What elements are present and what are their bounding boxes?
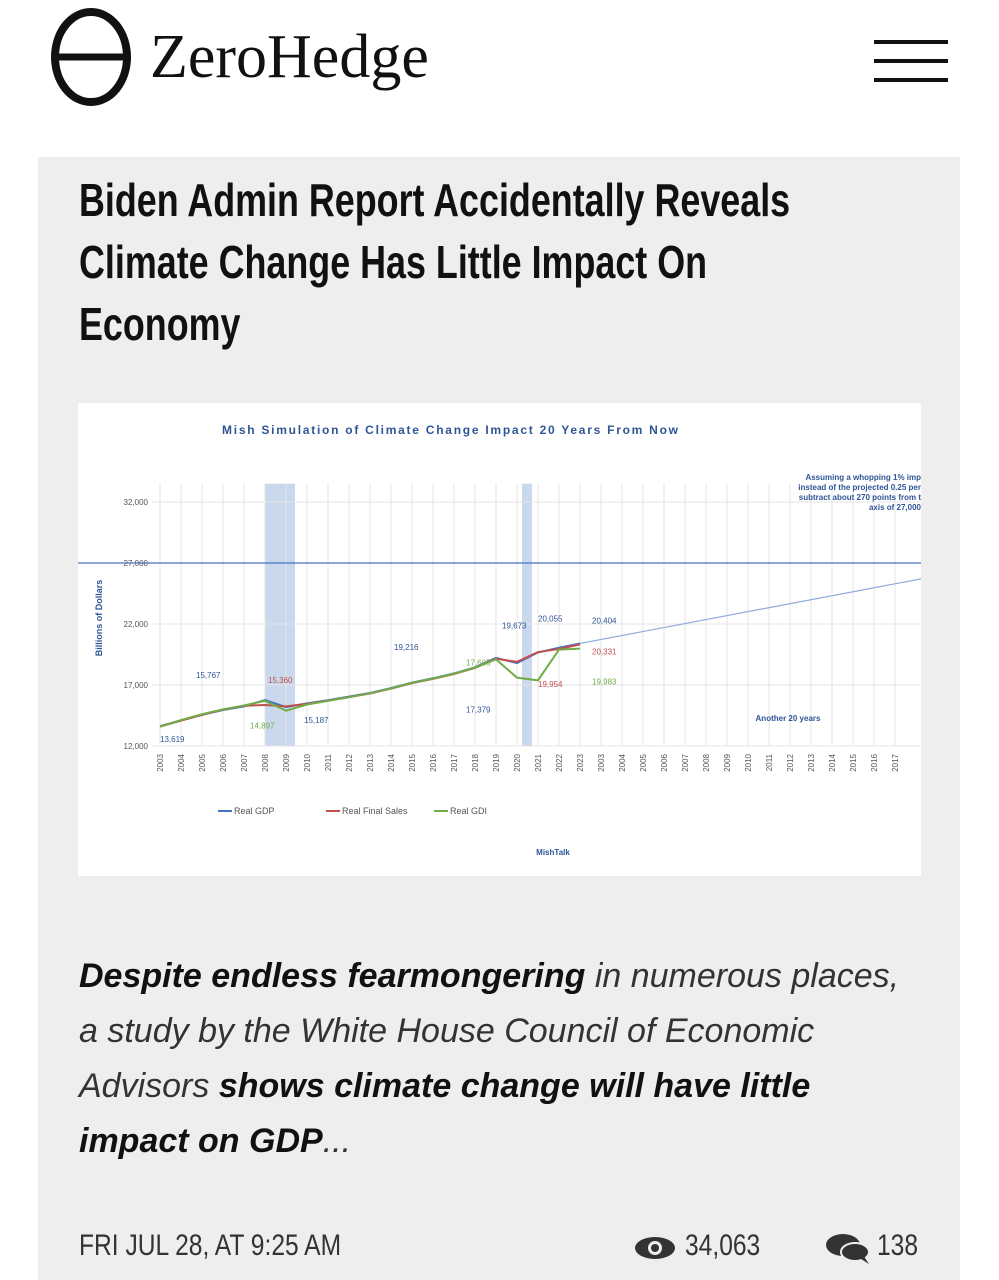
y-tick-label: 22,000 <box>124 620 149 629</box>
data-label: 15,187 <box>304 716 329 725</box>
x-tick-label: 2019 <box>492 753 501 771</box>
data-label: 13,619 <box>160 735 185 744</box>
x-tick-label: 2010 <box>744 753 753 771</box>
y-tick-label: 32,000 <box>124 498 149 507</box>
series-line <box>159 647 581 728</box>
title-line: Biden Admin Report Accidentally Reveals <box>79 174 791 226</box>
x-tick-label: 2007 <box>681 753 690 771</box>
data-label: 17,379 <box>466 705 491 714</box>
x-tick-label: 2013 <box>807 753 816 771</box>
logo-mark[interactable] <box>50 8 132 106</box>
x-tick-label: 2009 <box>282 753 291 771</box>
x-tick-label: 2003 <box>597 753 606 771</box>
annotation: axis of 27,000 <box>869 503 921 512</box>
projection-line <box>579 578 921 645</box>
lede-text: in numerous places, a study by the White… <box>79 957 900 1105</box>
data-label: 19,673 <box>502 621 527 630</box>
recession-band <box>522 483 532 746</box>
comments[interactable]: 138 <box>877 1229 919 1262</box>
x-tick-label: 2006 <box>660 753 669 771</box>
data-label: 19,983 <box>592 678 617 687</box>
x-tick-label: 2015 <box>849 753 858 771</box>
date: FRI JUL 28, AT 9:25 AM <box>79 1229 342 1262</box>
title-line: Climate Change Has Little Impact On <box>79 236 708 288</box>
views: 34,063 <box>685 1229 761 1262</box>
x-tick-label: 2011 <box>324 753 333 771</box>
y-tick-label: 12,000 <box>124 742 149 751</box>
x-tick-label: 2023 <box>576 753 585 771</box>
lede-bold: Despite endless fearmongering <box>79 957 586 995</box>
lede: Despite endless fearmongering in numerou… <box>79 949 919 1169</box>
annotation: subtract about 270 points from t <box>799 493 921 502</box>
x-tick-label: 2007 <box>240 753 249 771</box>
y-axis-label: Billions of Dollars <box>94 580 104 657</box>
x-tick-label: 2016 <box>429 753 438 771</box>
data-label: 15,360 <box>268 676 293 685</box>
annotation: Assuming a whopping 1% imp <box>805 473 921 482</box>
data-label: 19,216 <box>394 643 419 652</box>
x-tick-label: 2017 <box>891 753 900 771</box>
x-tick-label: 2013 <box>366 753 375 771</box>
menu-button[interactable] <box>874 40 948 82</box>
data-label: 20,055 <box>538 615 563 624</box>
x-tick-label: 2017 <box>450 753 459 771</box>
x-tick-label: 2008 <box>702 753 711 771</box>
x-tick-label: 2020 <box>513 753 522 771</box>
x-tick-label: 2021 <box>534 753 543 771</box>
data-label: 14,897 <box>250 722 275 731</box>
x-tick-label: 2006 <box>219 753 228 771</box>
x-tick-label: 2014 <box>387 753 396 771</box>
x-tick-label: 2008 <box>261 753 270 771</box>
x-tick-label: 2011 <box>765 753 774 771</box>
lede-text: ... <box>322 1122 352 1160</box>
y-tick-label: 17,000 <box>124 681 149 690</box>
lede-bold: shows climate change will have little im… <box>79 1067 811 1160</box>
legend-label: Real GDP <box>234 806 275 816</box>
views-icon <box>635 1237 675 1259</box>
x-tick-label: 2022 <box>555 753 564 771</box>
x-tick-label: 2004 <box>618 753 627 771</box>
x-tick-label: 2004 <box>177 753 186 771</box>
data-label: 20,404 <box>592 616 617 625</box>
note: Another 20 years <box>756 714 821 723</box>
logo[interactable]: ZeroHedge <box>150 23 429 91</box>
data-label: 19,954 <box>538 680 563 689</box>
legend-label: Real GDI <box>450 806 487 816</box>
chart: Mish Simulation of Climate Change Impact… <box>78 403 921 876</box>
x-tick-label: 2018 <box>471 753 480 771</box>
meta: FRI JUL 28, AT 9:25 AM 34,063 138 <box>79 1229 921 1269</box>
article-card: Biden Admin Report Accidentally Reveals … <box>38 157 960 1280</box>
chart-title: Mish Simulation of Climate Change Impact… <box>222 423 679 437</box>
title-line: Economy <box>79 298 241 350</box>
article-title[interactable]: Biden Admin Report Accidentally Reveals … <box>79 169 906 355</box>
data-label: 20,331 <box>592 647 617 656</box>
comments-icon[interactable] <box>825 1233 871 1265</box>
legend-label: Real Final Sales <box>342 806 408 816</box>
data-label: 15,767 <box>196 671 221 680</box>
x-tick-label: 2012 <box>786 753 795 771</box>
data-label: 17,605 <box>466 659 491 668</box>
x-tick-label: 2015 <box>408 753 417 771</box>
source: MishTalk <box>536 848 570 857</box>
annotation: instead of the projected 0.25 per <box>798 483 921 492</box>
x-tick-label: 2005 <box>639 753 648 771</box>
x-tick-label: 2016 <box>870 753 879 771</box>
x-tick-label: 2010 <box>303 753 312 771</box>
x-tick-label: 2012 <box>345 753 354 771</box>
x-tick-label: 2003 <box>156 753 165 771</box>
x-tick-label: 2009 <box>723 753 732 771</box>
x-tick-label: 2005 <box>198 753 207 771</box>
x-tick-label: 2014 <box>828 753 837 771</box>
